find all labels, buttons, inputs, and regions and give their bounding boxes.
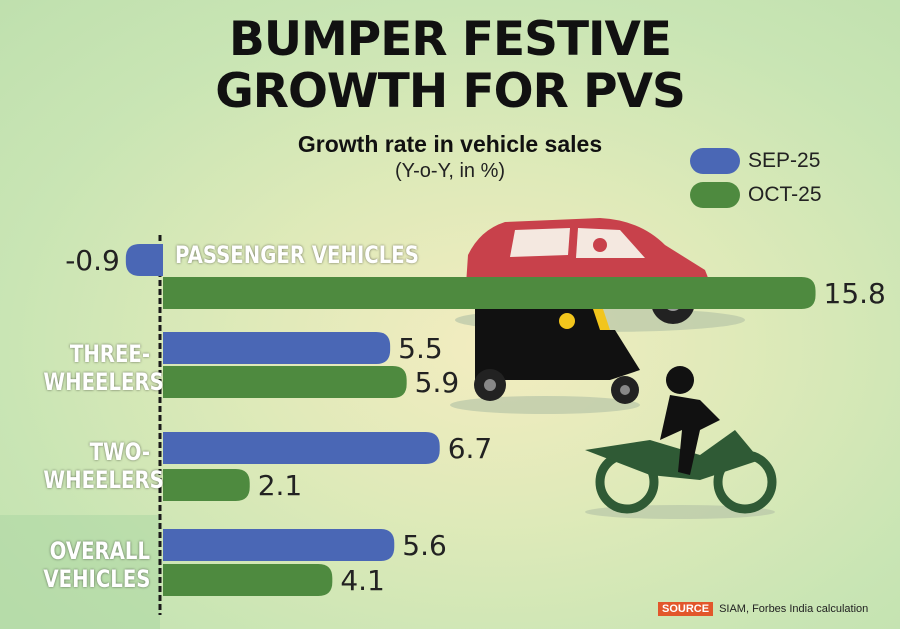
source: SOURCE SIAM, Forbes India calculation [658, 602, 869, 616]
category-label: THREE-WHEELERS [43, 340, 164, 396]
category-label: PASSENGER VEHICLES [175, 241, 419, 269]
value-label: 15.8 [824, 277, 886, 310]
value-label: 4.1 [340, 564, 385, 597]
source-text: SIAM, Forbes India calculation [719, 603, 869, 615]
category-label: OVERALL VEHICLES [43, 537, 151, 593]
value-label: 5.5 [398, 332, 443, 365]
value-label: 6.7 [448, 432, 493, 465]
bar [163, 529, 395, 561]
category-label: TWO-WHEELERS [43, 438, 164, 494]
value-label: -0.9 [65, 244, 120, 277]
legend-swatch [690, 182, 740, 208]
bar [163, 277, 816, 309]
motorcycle-illustration [585, 366, 777, 519]
bar [125, 244, 163, 276]
title: BUMPER FESTIVE GROWTH FOR PVS [215, 12, 686, 119]
value-label: 5.6 [402, 529, 447, 562]
background-band [0, 515, 160, 629]
subtitle: Growth rate in vehicle sales [297, 131, 603, 157]
bar [163, 332, 391, 364]
legend-label: SEP-25 [748, 149, 821, 172]
source-tag: SOURCE [658, 602, 714, 616]
legend-item: SEP-25 [690, 148, 820, 174]
legend-swatch [690, 148, 740, 174]
bar [163, 432, 440, 464]
bar [163, 469, 250, 501]
value-label: 5.9 [415, 366, 460, 399]
value-label: 2.1 [258, 469, 303, 502]
bar [163, 564, 333, 596]
legend-item: OCT-25 [690, 182, 822, 208]
bar [163, 366, 407, 398]
legend-label: OCT-25 [748, 183, 822, 206]
unit-note: (Y-o-Y, in %) [394, 160, 506, 182]
